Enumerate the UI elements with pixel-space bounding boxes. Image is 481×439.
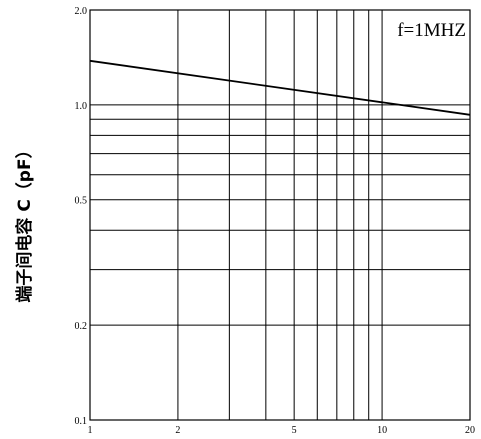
grid-lines (90, 10, 470, 420)
plot-frame (89, 9, 471, 421)
x-tick-label: 20 (465, 425, 475, 436)
x-tick-label: 10 (377, 425, 387, 436)
x-tick-label: 1 (88, 425, 93, 436)
frequency-annotation: f=1MHZ (397, 20, 466, 41)
y-tick-label: 2.0 (75, 6, 88, 17)
y-tick-label: 0.2 (75, 321, 88, 332)
y-axis-label: 端子间电容 C（pF） (14, 141, 35, 302)
y-tick-label: 0.5 (75, 196, 88, 207)
series-group (89, 59, 471, 116)
y-tick-label: 0.1 (75, 416, 88, 427)
capacitance-series-line (89, 59, 471, 116)
x-tick-label: 5 (292, 425, 297, 436)
tick-labels: 1 2 5 10 20 2.0 1.0 0.5 0.2 0.1 (75, 6, 476, 436)
y-tick-label: 1.0 (75, 101, 88, 112)
x-tick-label: 2 (175, 425, 180, 436)
